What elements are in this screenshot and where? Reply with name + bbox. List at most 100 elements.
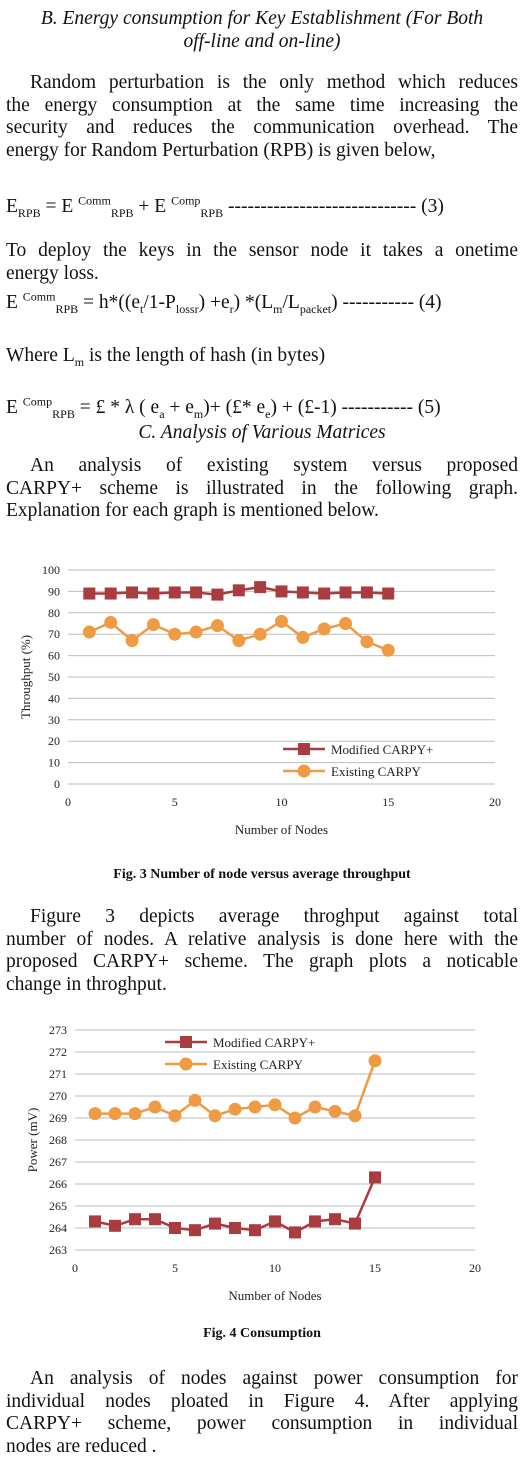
data-point-square xyxy=(369,1171,381,1184)
x-tick-label: 15 xyxy=(382,795,394,809)
text-line: energy for Random Perturbation (RPB) is … xyxy=(6,139,436,161)
data-point-square xyxy=(329,1213,341,1226)
data-point-circle xyxy=(339,617,353,630)
data-point-square xyxy=(254,581,267,594)
data-point-circle xyxy=(381,643,395,657)
text-line: Explanation for each graph is mentioned … xyxy=(6,500,379,521)
data-point-circle xyxy=(248,1100,262,1114)
text-line: the energy consumption at the same time … xyxy=(6,94,518,116)
y-tick-label: 266 xyxy=(49,1177,67,1191)
text-line: number of nodes. A relative analysis is … xyxy=(6,928,518,950)
data-point-circle xyxy=(148,1100,162,1114)
legend-marker-circle xyxy=(179,1057,193,1071)
y-tick-label: 269 xyxy=(49,1111,67,1125)
data-point-circle xyxy=(208,1109,222,1123)
text-line: Random perturbation is the only method w… xyxy=(30,72,518,93)
y-tick-label: 264 xyxy=(49,1221,67,1235)
section-c-heading: C. Analysis of Various Matrices xyxy=(138,422,386,443)
legend-marker-square xyxy=(298,743,310,755)
text-line: security and reduces the communication o… xyxy=(6,117,518,138)
data-point-square xyxy=(309,1215,321,1228)
data-point-square xyxy=(169,1222,181,1234)
data-point-square xyxy=(269,1215,281,1228)
section-b-heading-line1: B. Energy consumption for Key Establishm… xyxy=(40,8,484,29)
x-tick-label: 5 xyxy=(172,795,178,809)
data-point-circle xyxy=(210,619,224,633)
figure-3-caption: Fig. 3 Number of node versus average thr… xyxy=(113,867,411,882)
y-tick-label: 271 xyxy=(49,1067,67,1081)
y-tick-label: 268 xyxy=(49,1133,67,1147)
data-point-square xyxy=(209,1217,221,1230)
legend-marker-square xyxy=(180,1036,192,1048)
data-point-square xyxy=(126,586,139,599)
paragraph-figure-4-discussion: An analysis of nodes against power consu… xyxy=(6,1368,518,1458)
data-point-square xyxy=(129,1213,141,1226)
text-line: CARPY+ scheme is illustrated in the foll… xyxy=(6,477,518,499)
y-tick-label: 263 xyxy=(49,1243,67,1257)
data-point-square xyxy=(109,1219,121,1232)
data-point-square xyxy=(249,1224,261,1237)
x-tick-label: 15 xyxy=(369,1261,381,1275)
paragraph-deploy-keys: To deploy the keys in the sensor node it… xyxy=(6,240,518,285)
data-point-square xyxy=(382,587,395,600)
y-tick-label: 0 xyxy=(54,777,60,791)
data-point-circle xyxy=(125,634,139,648)
legend-label: Existing CARPY xyxy=(331,764,422,779)
data-point-square xyxy=(168,586,181,599)
data-point-circle xyxy=(82,625,96,639)
data-point-circle xyxy=(308,1100,322,1114)
legend-marker-circle xyxy=(297,764,311,778)
y-tick-label: 50 xyxy=(48,670,60,684)
x-tick-label: 20 xyxy=(469,1261,481,1275)
data-point-circle xyxy=(253,627,267,641)
y-axis-label: Throughput (%) xyxy=(18,635,33,719)
data-point-square xyxy=(339,586,352,599)
equation-3: ERPB = E CommRPB + E CompRPB -----------… xyxy=(6,193,444,220)
y-tick-label: 267 xyxy=(49,1155,67,1169)
legend-label: Existing CARPY xyxy=(213,1057,304,1072)
data-point-circle xyxy=(228,1102,242,1116)
x-tick-label: 0 xyxy=(65,795,71,809)
data-point-circle xyxy=(275,614,288,628)
data-point-square xyxy=(89,1215,101,1228)
data-point-square xyxy=(83,587,96,600)
data-point-square xyxy=(149,1213,161,1226)
text-line: CARPY+ scheme, power consumption in indi… xyxy=(6,1413,518,1434)
data-point-circle xyxy=(88,1107,102,1121)
data-point-circle xyxy=(317,622,331,636)
legend-label: Modified CARPY+ xyxy=(331,742,433,757)
paragraph-hash-length: Where Lm is the length of hash (in bytes… xyxy=(6,345,326,369)
figure-4-caption: Fig. 4 Consumption xyxy=(203,1326,321,1341)
data-point-circle xyxy=(348,1109,362,1123)
data-point-circle xyxy=(108,1107,122,1121)
data-point-square xyxy=(349,1217,361,1230)
y-tick-label: 272 xyxy=(49,1045,67,1059)
power-consumption-chart: 263 264 265 266 267 268 269 270 271 272 273 0 5 10 15 2… xyxy=(25,1023,481,1303)
text-line: Figure 3 depicts average throghput again… xyxy=(30,906,518,927)
data-point-circle xyxy=(168,1109,182,1123)
equation-5: E CompRPB = £ * λ ( ea + em)+ (£* ee) + … xyxy=(6,394,441,421)
y-tick-label: 60 xyxy=(48,649,60,663)
section-b-heading: B. Energy consumption for Key Establishm… xyxy=(6,8,518,53)
text-line: nodes are reduced . xyxy=(6,1435,157,1457)
x-tick-label: 20 xyxy=(489,795,501,809)
y-tick-label: 40 xyxy=(48,691,60,705)
text-line: energy loss. xyxy=(6,262,99,284)
y-tick-label: 90 xyxy=(48,584,60,598)
throughput-chart: 0 10 20 30 40 50 60 70 80 90 100 0 5 10 15 20 Number of … xyxy=(18,563,501,837)
data-point-circle xyxy=(168,627,182,641)
data-point-square xyxy=(275,585,288,598)
data-point-circle xyxy=(288,1111,302,1125)
data-point-square xyxy=(296,586,309,599)
y-tick-label: 30 xyxy=(48,713,60,727)
y-tick-label: 273 xyxy=(49,1023,67,1037)
data-point-circle xyxy=(296,630,310,644)
x-tick-label: 0 xyxy=(72,1261,78,1275)
x-axis-label: Number of Nodes xyxy=(228,1288,321,1303)
data-point-circle xyxy=(268,1098,282,1112)
text-line: An analysis of existing system versus pr… xyxy=(30,455,518,476)
y-tick-label: 100 xyxy=(42,563,60,577)
paragraph-figure-3-discussion: Figure 3 depicts average throghput again… xyxy=(6,906,518,996)
y-tick-label: 270 xyxy=(49,1089,67,1103)
text-line: change in throghput. xyxy=(6,973,167,995)
